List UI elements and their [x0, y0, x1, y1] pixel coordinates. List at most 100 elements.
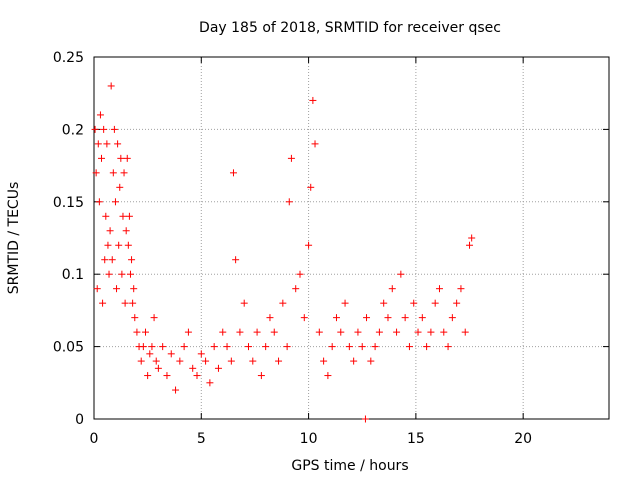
- data-point: [414, 328, 422, 336]
- data-point: [371, 343, 379, 351]
- data-point: [91, 125, 99, 133]
- data-point: [159, 343, 167, 351]
- data-point: [104, 241, 112, 249]
- data-point: [210, 343, 218, 351]
- data-point: [384, 314, 392, 322]
- data-point: [292, 285, 300, 293]
- data-point: [184, 328, 192, 336]
- data-point: [197, 350, 205, 358]
- grid: [94, 57, 609, 419]
- data-point: [380, 299, 388, 307]
- data-point: [98, 154, 106, 162]
- data-point: [315, 328, 323, 336]
- data-point: [214, 364, 222, 372]
- data-point: [95, 198, 103, 206]
- data-point: [435, 285, 443, 293]
- data-point: [358, 343, 366, 351]
- data-point: [219, 328, 227, 336]
- data-point: [257, 372, 265, 380]
- data-point: [92, 169, 100, 177]
- data-point: [367, 357, 375, 365]
- data-point: [431, 299, 439, 307]
- data-point: [110, 125, 118, 133]
- data-point: [236, 328, 244, 336]
- data-point: [113, 285, 121, 293]
- y-axis-label: SRMTID / TECUs: [6, 182, 22, 295]
- data-point: [332, 314, 340, 322]
- y-tick-label-1: 0.05: [53, 340, 84, 356]
- data-point: [287, 154, 295, 162]
- x-tick-label-4: 20: [514, 431, 532, 447]
- data-point: [440, 328, 448, 336]
- data-point: [423, 343, 431, 351]
- data-point: [148, 343, 156, 351]
- data-point: [139, 343, 147, 351]
- data-point: [172, 386, 180, 394]
- data-point: [180, 343, 188, 351]
- data-point: [320, 357, 328, 365]
- data-point: [146, 350, 154, 358]
- data-point: [275, 357, 283, 365]
- data-point: [117, 154, 125, 162]
- data-point: [107, 82, 115, 90]
- data-point: [193, 372, 201, 380]
- y-tick-label-3: 0.15: [53, 195, 84, 211]
- data-point: [468, 234, 476, 242]
- data-point: [324, 372, 332, 380]
- data-point: [118, 270, 126, 278]
- data-point: [375, 328, 383, 336]
- data-point: [109, 169, 117, 177]
- data-point: [150, 314, 158, 322]
- data-point: [133, 328, 141, 336]
- data-point: [131, 314, 139, 322]
- data-point: [96, 111, 104, 119]
- data-point: [130, 285, 138, 293]
- data-point: [279, 299, 287, 307]
- y-tick-label-0: 0: [75, 412, 84, 428]
- data-point: [245, 343, 252, 351]
- data-point: [111, 198, 119, 206]
- data-point: [115, 241, 123, 249]
- data-point: [137, 357, 145, 365]
- data-point: [120, 169, 128, 177]
- x-tick-label-0: 0: [90, 431, 99, 447]
- data-point: [122, 227, 130, 235]
- y-tick-label-5: 0.25: [53, 50, 84, 66]
- data-point: [126, 270, 134, 278]
- data-point: [457, 285, 465, 293]
- x-axis-label: GPS time / hours: [291, 458, 408, 474]
- data-point: [305, 241, 313, 249]
- data-point: [393, 328, 401, 336]
- data-point: [114, 140, 122, 148]
- data-point: [106, 227, 114, 235]
- data-point: [189, 364, 197, 372]
- data-point: [453, 299, 461, 307]
- data-point: [341, 299, 349, 307]
- data-point: [270, 328, 278, 336]
- y-axis: 0 0.05 0.1 0.15 0.2 0.25: [53, 50, 609, 428]
- data-point: [354, 328, 362, 336]
- data-point: [448, 314, 456, 322]
- data-point: [361, 415, 369, 423]
- data-point: [119, 212, 127, 220]
- data-point: [121, 299, 129, 307]
- x-tick-label-3: 15: [407, 431, 425, 447]
- data-point: [167, 350, 175, 358]
- data-point: [229, 169, 237, 177]
- data-point: [227, 357, 235, 365]
- data-point: [152, 357, 160, 365]
- data-point: [240, 299, 248, 307]
- data-point: [125, 212, 133, 220]
- data-point: [223, 343, 231, 351]
- data-point: [363, 314, 371, 322]
- data-point: [129, 299, 137, 307]
- data-point: [232, 256, 240, 264]
- data-point: [93, 285, 101, 293]
- x-tick-label-1: 5: [197, 431, 206, 447]
- data-point: [206, 379, 214, 387]
- data-point: [401, 314, 409, 322]
- data-point: [128, 256, 136, 264]
- data-point: [410, 299, 418, 307]
- data-point: [311, 140, 319, 148]
